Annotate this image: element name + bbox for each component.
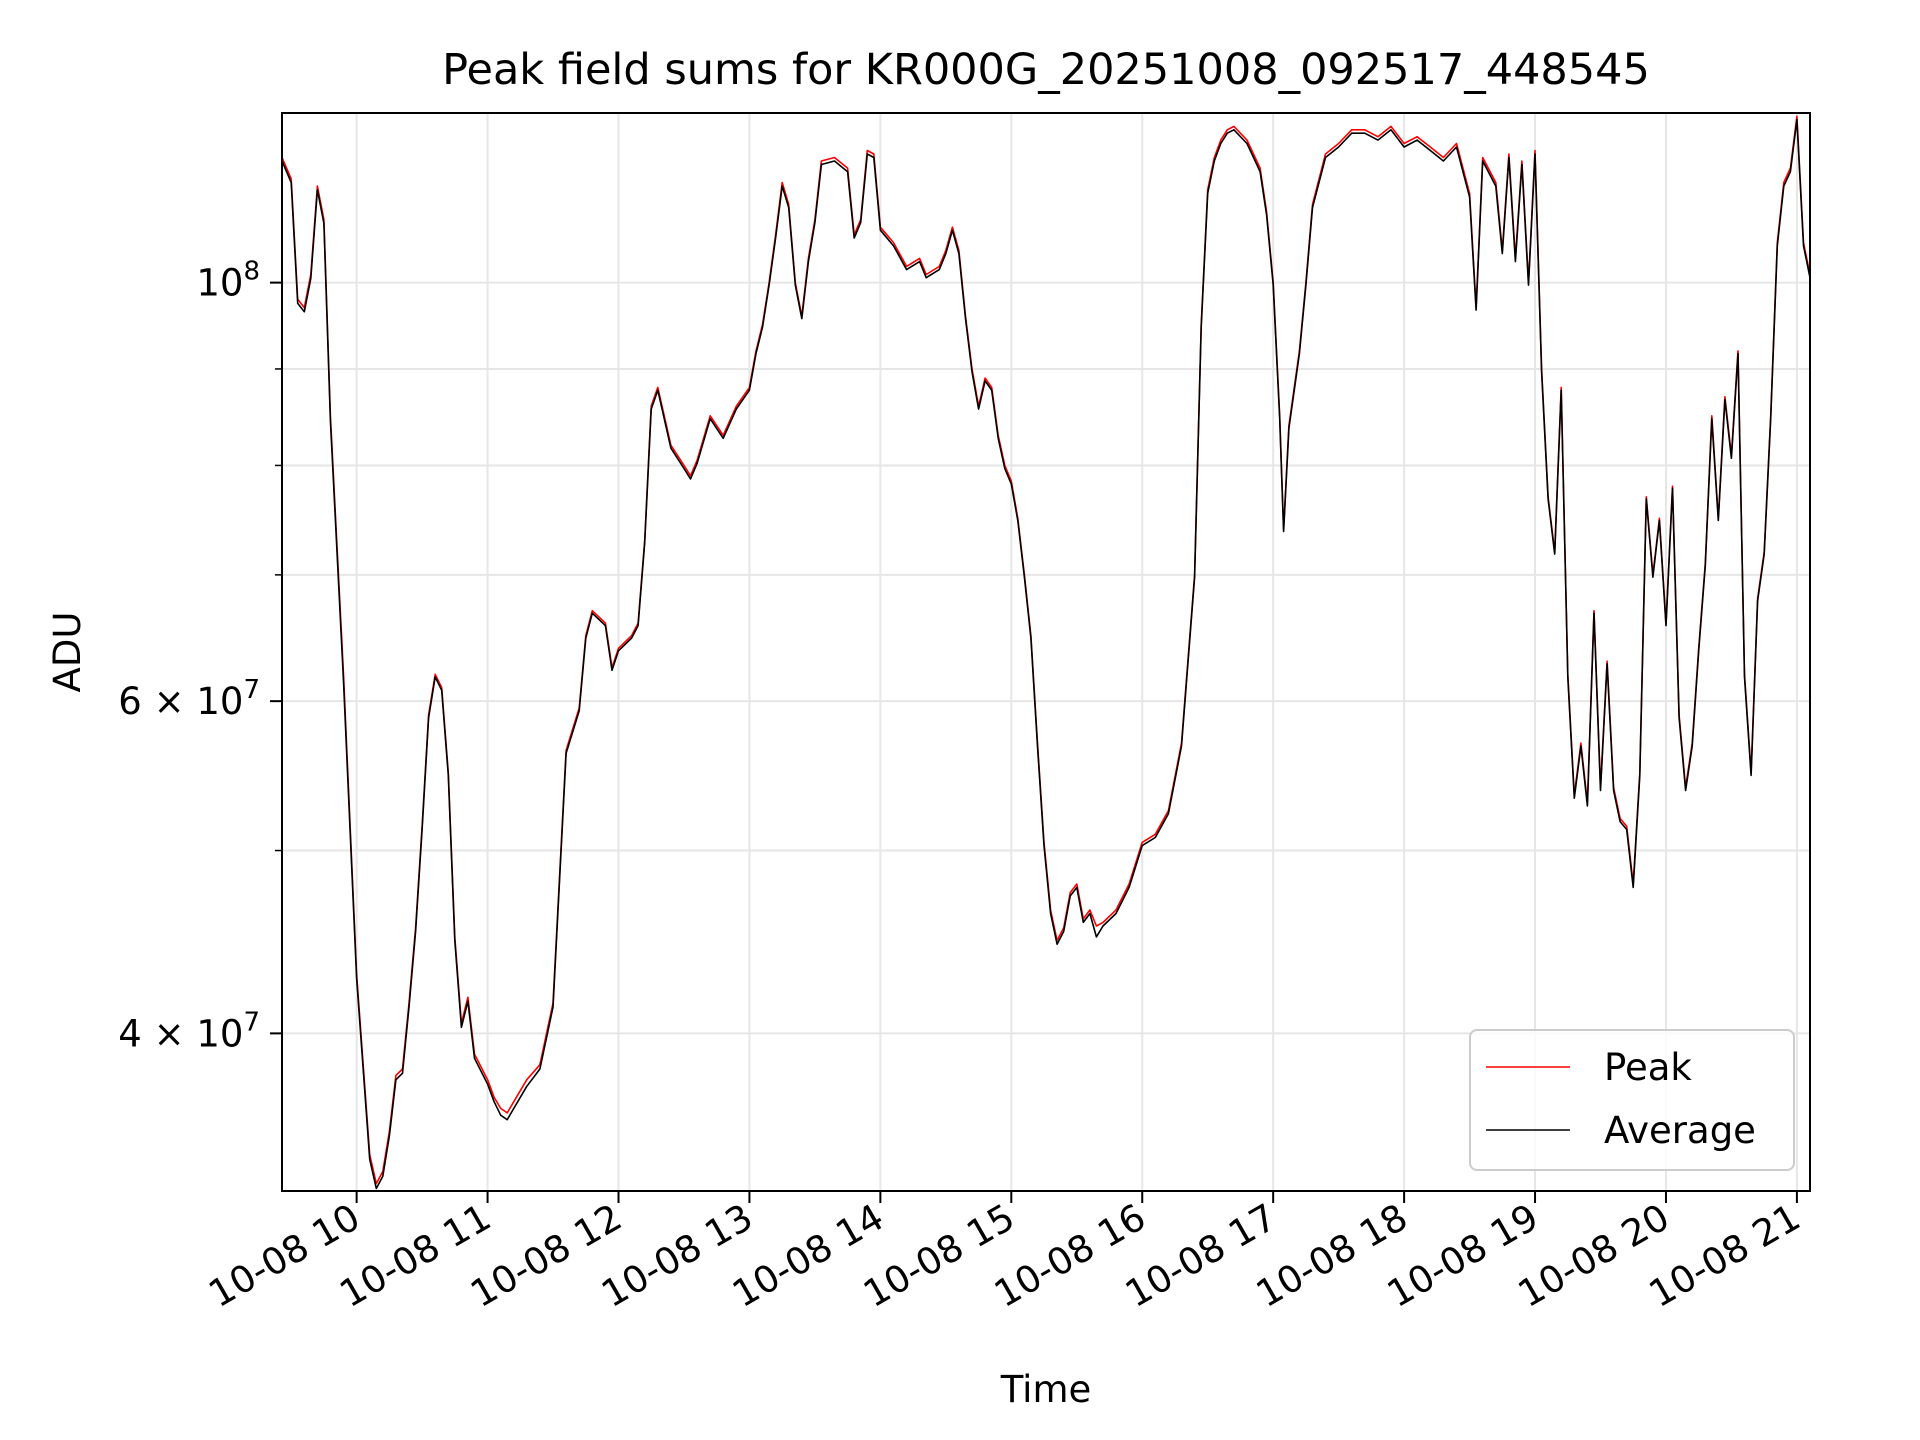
chart-title: Peak field sums for KR000G_20251008_0925…	[442, 45, 1650, 95]
x-axis-label: Time	[1000, 1368, 1092, 1411]
y-axis-ticks: 4 × 107 6 × 107 108	[118, 257, 282, 1055]
y-axis-label: ADU	[46, 612, 89, 693]
series-line-average	[282, 118, 1810, 1190]
legend-average-label: Average	[1604, 1109, 1756, 1152]
legend-box	[1469, 1029, 1795, 1171]
legend-peak-label: Peak	[1604, 1046, 1692, 1089]
plot-frame	[281, 112, 1811, 1192]
y-tick-label: 4 × 107	[118, 1007, 260, 1055]
legend: Peak Average	[1469, 1029, 1795, 1171]
y-tick-label: 108	[196, 257, 260, 305]
series-group	[282, 115, 1810, 1190]
y-tick-label: 6 × 107	[118, 675, 260, 723]
